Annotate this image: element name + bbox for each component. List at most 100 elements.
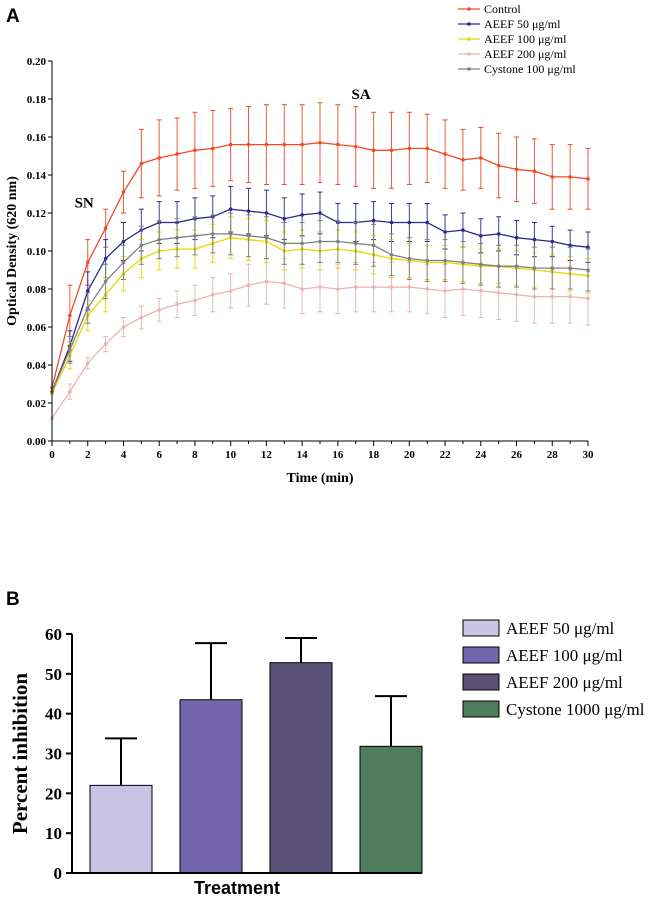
bar bbox=[89, 784, 153, 874]
y-tick-label: 0.14 bbox=[27, 170, 47, 182]
data-point bbox=[300, 142, 304, 147]
y-tick-label: 40 bbox=[45, 705, 62, 724]
y-tick-label: 0.10 bbox=[27, 246, 47, 258]
data-point bbox=[514, 292, 519, 297]
x-tick-label: 22 bbox=[440, 449, 452, 461]
y-tick-label: 0.04 bbox=[27, 360, 47, 372]
data-point bbox=[550, 175, 555, 179]
y-tick-label: 0.06 bbox=[27, 322, 47, 334]
data-point bbox=[371, 243, 376, 248]
data-point bbox=[211, 146, 215, 151]
data-point bbox=[85, 361, 90, 365]
data-point bbox=[353, 285, 358, 289]
y-tick-label: 0.08 bbox=[27, 284, 47, 296]
data-point bbox=[246, 283, 251, 288]
series-4 bbox=[50, 212, 591, 394]
x-tick-label: 0 bbox=[49, 449, 55, 461]
data-point bbox=[193, 234, 197, 238]
y-tick-label: 60 bbox=[45, 625, 62, 644]
x-tick-label: 4 bbox=[121, 449, 127, 461]
data-point bbox=[121, 190, 126, 194]
data-point bbox=[103, 256, 108, 261]
data-point bbox=[264, 211, 269, 215]
data-point bbox=[318, 239, 322, 244]
data-point bbox=[282, 216, 287, 221]
data-point bbox=[389, 285, 394, 289]
x-tick-label: 6 bbox=[156, 449, 162, 461]
x-tick-label: 26 bbox=[511, 449, 523, 461]
data-point bbox=[407, 285, 412, 289]
legend-label: AEEF 50 μg/ml bbox=[506, 619, 615, 638]
data-point bbox=[568, 294, 572, 299]
data-point bbox=[103, 342, 108, 346]
legend-label: AEEF 200 μg/ml bbox=[506, 673, 623, 692]
y-tick-label: 0.16 bbox=[27, 132, 47, 144]
data-point bbox=[139, 315, 144, 320]
x-axis-title: Time (min) bbox=[286, 471, 353, 486]
data-point bbox=[157, 237, 161, 242]
data-point bbox=[425, 258, 430, 263]
data-point bbox=[371, 148, 376, 153]
y-axis-title: Percent inhibition bbox=[8, 673, 32, 835]
data-point bbox=[211, 232, 215, 236]
data-point bbox=[389, 148, 394, 153]
y-tick-label: 0 bbox=[54, 864, 63, 883]
data-point bbox=[461, 158, 465, 162]
data-point bbox=[425, 287, 430, 291]
x-tick-label: 10 bbox=[225, 449, 237, 461]
data-point bbox=[336, 142, 340, 147]
x-tick-label: 14 bbox=[297, 449, 309, 461]
x-tick-label: 24 bbox=[475, 449, 487, 461]
legend-label: AEEF 50 μg/ml bbox=[484, 17, 561, 31]
panel-label-b: B bbox=[6, 589, 20, 610]
legend-swatch bbox=[462, 619, 500, 637]
data-point bbox=[121, 239, 126, 244]
data-point bbox=[371, 285, 376, 289]
y-tick-label: 0.12 bbox=[27, 208, 47, 220]
data-point bbox=[550, 266, 555, 270]
data-point bbox=[282, 241, 287, 246]
x-tick-label: 20 bbox=[404, 449, 416, 461]
data-point bbox=[371, 218, 376, 223]
data-point bbox=[282, 142, 287, 147]
x-tick-label: 16 bbox=[332, 449, 344, 461]
data-point bbox=[586, 177, 590, 181]
series-0 bbox=[50, 102, 591, 390]
data-point bbox=[479, 156, 483, 160]
data-point bbox=[550, 294, 555, 299]
x-tick-label: 12 bbox=[261, 449, 273, 461]
data-point bbox=[68, 348, 72, 352]
data-point bbox=[68, 389, 72, 394]
data-point bbox=[461, 228, 465, 232]
data-point bbox=[318, 285, 322, 289]
data-point bbox=[68, 313, 72, 318]
bar-chart-panel-b: 0 10 20 30 40 50 60 Treatment Percent inhibition… bbox=[8, 619, 645, 897]
legend-panel-b: AEEF 50 μg/ml AEEF 100 μg/ml AEEF 200 μg/m… bbox=[462, 619, 645, 719]
panel-label-a: A bbox=[6, 6, 20, 27]
data-point bbox=[389, 253, 394, 257]
data-point bbox=[228, 232, 233, 236]
data-point bbox=[103, 226, 108, 230]
legend-label: Cystone 100 μg/ml bbox=[484, 62, 576, 76]
data-point bbox=[228, 207, 233, 211]
data-point bbox=[425, 220, 430, 225]
legend-marker bbox=[467, 52, 471, 56]
legend-swatch bbox=[462, 700, 500, 718]
y-tick-label: 0.00 bbox=[27, 436, 47, 448]
data-point bbox=[353, 241, 358, 246]
data-point bbox=[228, 142, 233, 147]
data-point bbox=[443, 258, 447, 263]
data-point bbox=[336, 239, 340, 244]
data-point bbox=[264, 142, 269, 147]
data-point bbox=[550, 239, 555, 244]
data-point bbox=[264, 279, 269, 284]
data-point bbox=[211, 292, 215, 297]
data-point bbox=[479, 234, 483, 238]
data-point bbox=[496, 291, 501, 295]
data-point bbox=[407, 146, 412, 151]
y-tick-label: 0.18 bbox=[27, 94, 47, 106]
data-point bbox=[586, 296, 590, 301]
data-point bbox=[175, 152, 179, 156]
